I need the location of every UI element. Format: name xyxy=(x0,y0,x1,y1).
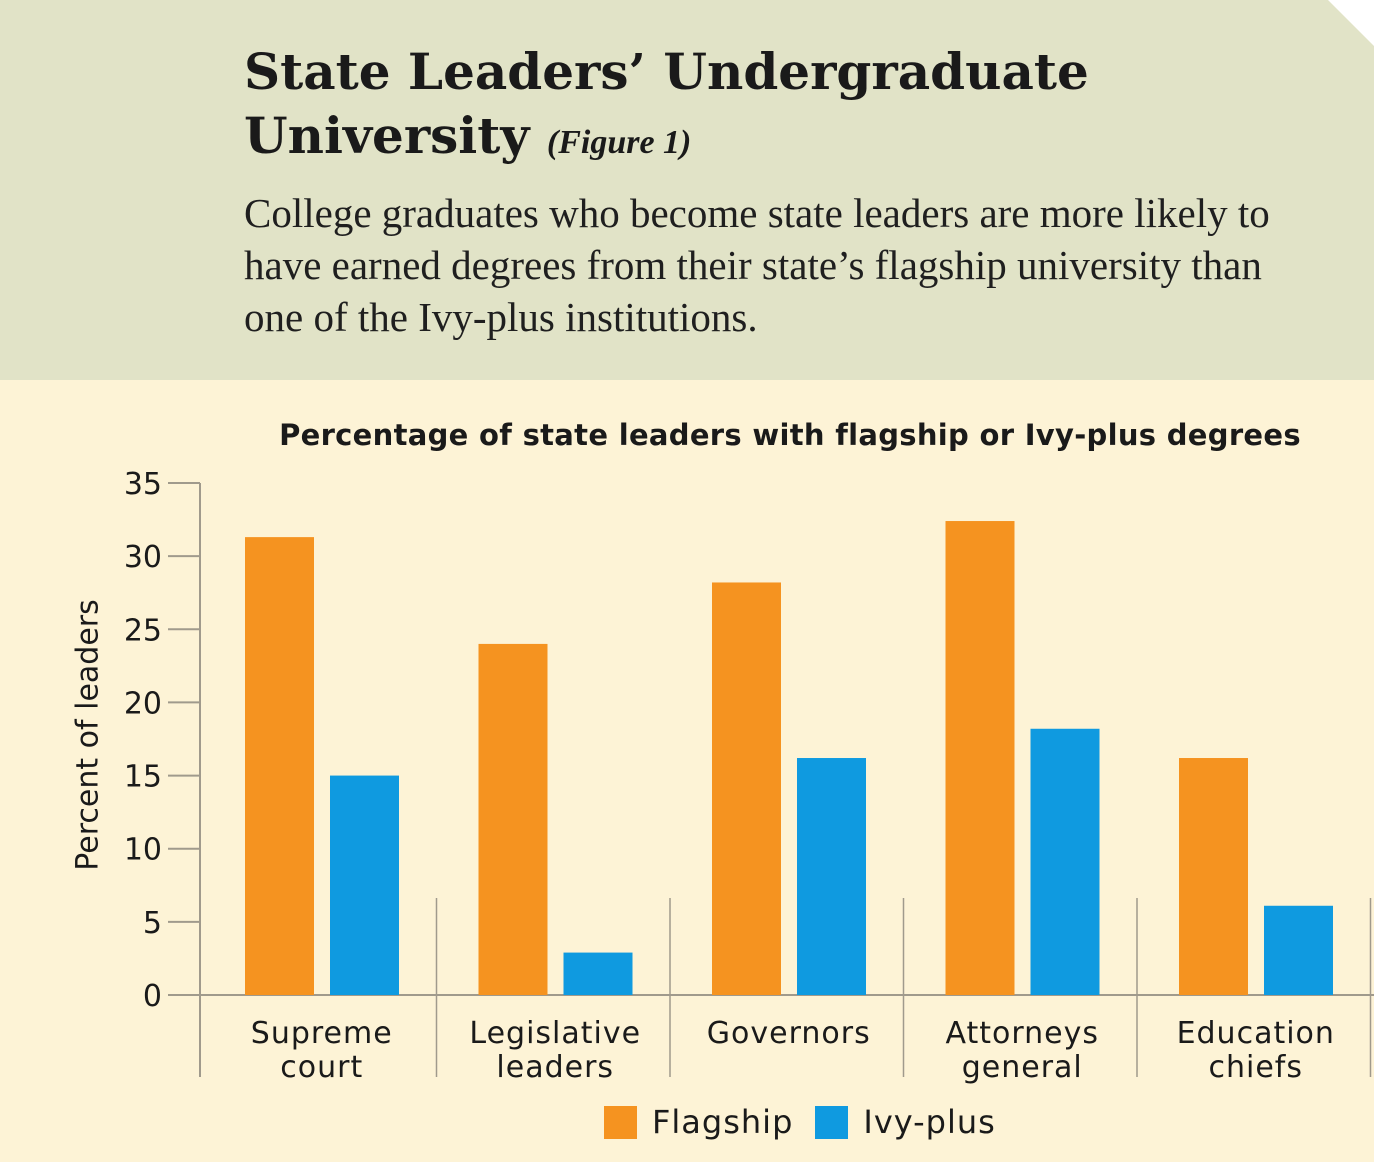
legend: Flagship Ivy-plus xyxy=(604,1102,1018,1142)
category-label-3: Attorneys general xyxy=(945,1016,1099,1085)
figure-subtitle: College graduates who become state leade… xyxy=(244,190,1270,340)
legend-label-ivy-plus: Ivy-plus xyxy=(863,1103,996,1141)
header-corner xyxy=(1328,0,1374,46)
category-label-0: Supreme court xyxy=(251,1016,393,1085)
y-tick-label-15: 15 xyxy=(124,760,162,795)
legend-swatch-ivy-plus xyxy=(815,1105,849,1139)
bar-ivy-plus-4 xyxy=(1264,905,1333,995)
y-tick-label-25: 25 xyxy=(124,613,162,648)
bar-ivy-plus-0 xyxy=(330,775,399,995)
y-tick-label-5: 5 xyxy=(143,906,162,941)
bar-flagship-2 xyxy=(712,582,781,995)
legend-swatch-flagship xyxy=(604,1105,637,1139)
bar-flagship-3 xyxy=(945,521,1015,995)
header-panel: State Leaders’ Undergraduate University … xyxy=(0,0,1374,380)
figure-title: State Leaders’ Undergraduate University … xyxy=(244,40,1244,175)
bar-flagship-0 xyxy=(245,537,314,995)
y-tick-label-35: 35 xyxy=(124,467,162,502)
category-label-1: Legislative leaders xyxy=(469,1016,641,1085)
bar-ivy-plus-3 xyxy=(1030,728,1100,995)
y-tick-label-20: 20 xyxy=(124,686,162,721)
figure-title-main: State Leaders’ Undergraduate University xyxy=(244,42,1089,165)
legend-label-flagship: Flagship xyxy=(652,1103,794,1141)
bar-ivy-plus-1 xyxy=(563,952,633,995)
legend-item-ivy-plus: Ivy-plus xyxy=(815,1103,995,1141)
bar-ivy-plus-2 xyxy=(797,758,866,995)
y-tick-label-10: 10 xyxy=(124,833,162,868)
bar-flagship-1 xyxy=(478,643,548,995)
legend-item-flagship: Flagship xyxy=(604,1103,793,1141)
y-tick-label-30: 30 xyxy=(124,540,162,575)
figure-number: (Figure 1) xyxy=(546,124,692,161)
chart-title: Percentage of state leaders with flagshi… xyxy=(279,418,1301,452)
bar-flagship-4 xyxy=(1179,758,1248,995)
y-tick-label-0: 0 xyxy=(143,979,162,1014)
category-label-2: Governors xyxy=(707,1016,871,1051)
category-label-4: Education chiefs xyxy=(1177,1016,1335,1085)
